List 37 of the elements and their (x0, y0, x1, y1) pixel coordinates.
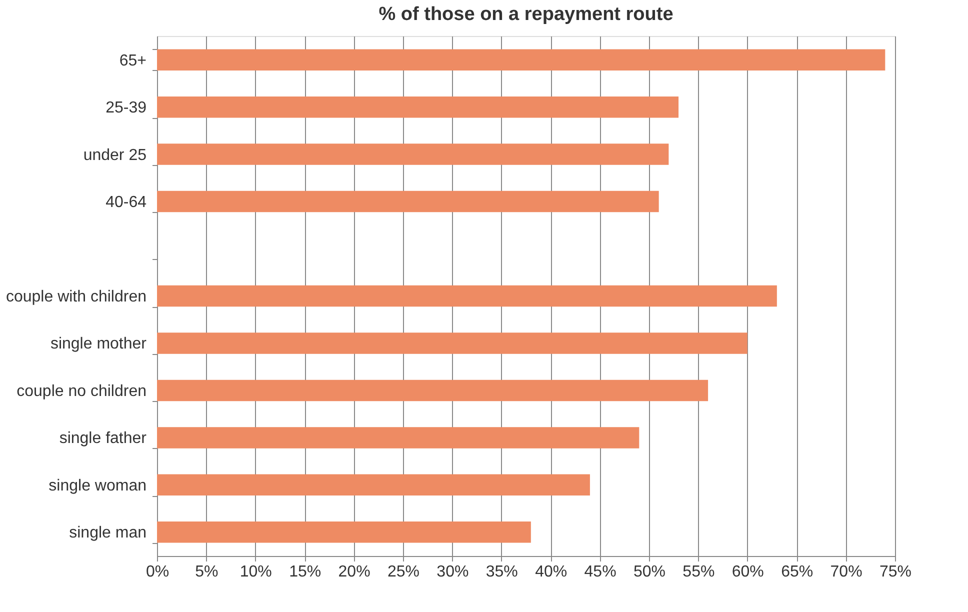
bar (157, 96, 679, 118)
y-tick-label: 40-64 (106, 194, 147, 212)
bar (157, 332, 748, 354)
x-tick-label: 20% (338, 564, 370, 580)
x-tick-label: 35% (486, 564, 518, 580)
y-tick-label: couple no children (16, 382, 146, 400)
x-tick-label: 65% (781, 564, 814, 580)
y-tick-label: single mother (50, 336, 148, 353)
x-tick-label: 55% (682, 564, 715, 580)
y-tick-label: couple with children (6, 288, 146, 306)
bar (157, 427, 640, 448)
y-tick-label: single man (69, 524, 146, 542)
x-tick-label: 70% (830, 564, 862, 580)
x-tick-label: 25% (387, 564, 420, 580)
x-tick-label: 50% (633, 564, 666, 580)
bar (157, 49, 886, 70)
y-tick-label: single woman (48, 477, 146, 494)
y-tick-label: under 25 (83, 146, 147, 164)
x-tick-label: 60% (732, 564, 764, 580)
bar (157, 380, 708, 402)
y-tick-label: 65+ (119, 52, 146, 70)
x-tick-label: 45% (584, 564, 616, 580)
x-tick-label: 30% (436, 564, 469, 580)
bar (157, 474, 590, 496)
x-tick-label: 0% (146, 564, 170, 580)
x-tick-label: 75% (879, 564, 912, 580)
chart-title: % of those on a repayment route (378, 4, 674, 25)
x-tick-label: 5% (195, 564, 218, 580)
bar (157, 144, 669, 165)
y-tick-label: single father (59, 430, 148, 448)
x-tick-label: 10% (240, 564, 272, 580)
bar (157, 190, 659, 212)
y-tick-label: 25-39 (106, 100, 147, 117)
x-tick-label: 40% (535, 564, 568, 580)
bar (157, 522, 531, 543)
x-tick-label: 15% (289, 564, 322, 580)
bar (157, 285, 777, 307)
